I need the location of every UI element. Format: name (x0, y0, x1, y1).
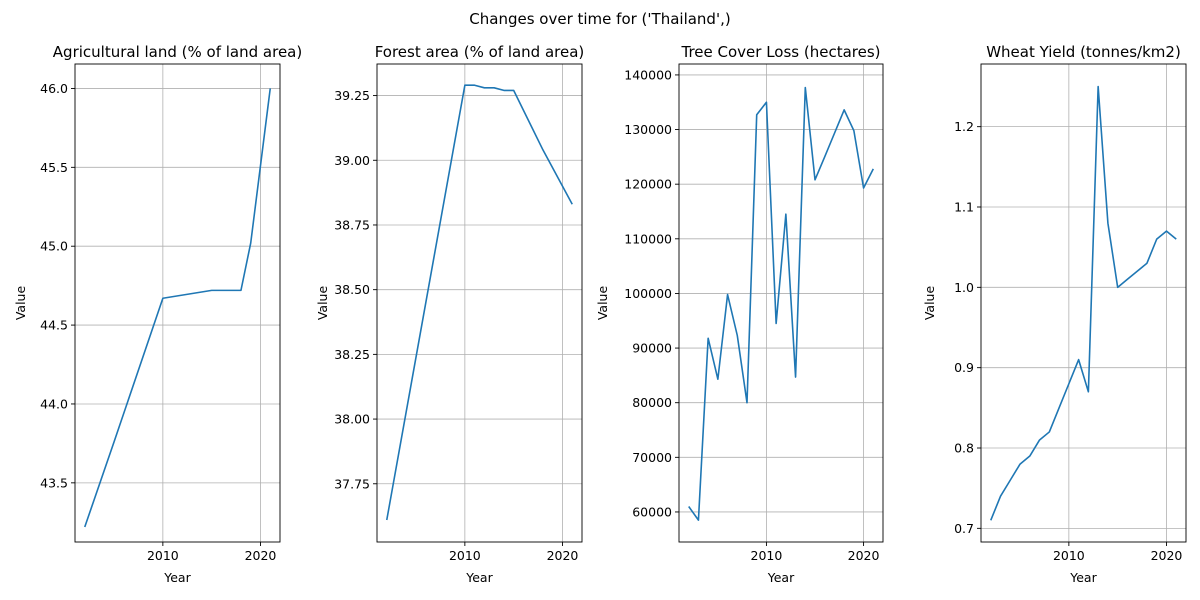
y-tick-label: 90000 (632, 341, 672, 356)
axes-frame (980, 63, 1187, 543)
y-tick-label: 1.1 (954, 199, 974, 214)
y-axis-label: Value (922, 286, 937, 321)
x-tick-label: 2020 (547, 548, 579, 563)
x-tick-label: 2010 (1053, 548, 1085, 563)
subplot-title: Forest area (% of land area) (375, 43, 585, 61)
x-tick-label: 2020 (245, 548, 277, 563)
x-axis-label: Year (1069, 570, 1097, 585)
series-line (990, 85, 1177, 521)
y-tick-label: 140000 (624, 67, 672, 82)
y-tick-label: 70000 (632, 450, 672, 465)
series-line (84, 88, 272, 528)
x-tick-label: 2010 (147, 548, 179, 563)
y-tick-label: 0.7 (954, 521, 974, 536)
y-tick-label: 45.0 (40, 239, 68, 254)
y-tick-label: 120000 (624, 177, 672, 192)
y-tick-label: 38.25 (334, 347, 370, 362)
x-tick-label: 2010 (751, 548, 783, 563)
y-tick-label: 110000 (624, 231, 672, 246)
subplot-title: Agricultural land (% of land area) (53, 43, 302, 61)
series-line (688, 86, 875, 521)
subplots: 2010 2020 43.5 44.0 44.5 45.0 45.5 46.0 Agricult… (13, 43, 1187, 585)
x-axis-label: Year (465, 570, 493, 585)
y-tick-label: 0.9 (954, 360, 974, 375)
y-tick-label: 100000 (624, 286, 672, 301)
y-tick-label: 43.5 (40, 475, 68, 490)
subplot-title: Wheat Yield (tonnes/km2) (986, 43, 1181, 61)
y-tick-label: 37.75 (334, 476, 370, 491)
series-line (385, 84, 573, 521)
y-tick-label: 80000 (632, 395, 672, 410)
y-axis-label: Value (13, 286, 28, 321)
subplot-4: 2010 2020 0.7 0.8 0.9 1.0 1.1 1.2 Wheat Yield (t… (922, 43, 1187, 585)
x-tick-label: 2010 (449, 548, 481, 563)
subplot-1: 2010 2020 43.5 44.0 44.5 45.0 45.5 46.0 Agricult… (13, 43, 302, 585)
y-tick-label: 44.0 (40, 396, 68, 411)
y-tick-label: 60000 (632, 504, 672, 519)
subplot-2: 2010 2020 37.75 38.00 38.25 38.50 38.75 39.00 39… (315, 43, 584, 585)
figure-suptitle: Changes over time for ('Thailand',) (469, 10, 730, 28)
axes-frame (678, 63, 884, 543)
y-axis-label: Value (315, 286, 330, 321)
y-tick-label: 1.0 (954, 280, 974, 295)
y-tick-label: 1.2 (954, 119, 974, 134)
y-axis-label: Value (595, 286, 610, 321)
y-tick-label: 39.25 (334, 88, 370, 103)
y-tick-label: 38.00 (334, 412, 370, 427)
y-tick-label: 38.50 (334, 282, 370, 297)
axes-frame (74, 63, 281, 543)
y-tick-label: 44.5 (40, 318, 68, 333)
x-tick-label: 2020 (848, 548, 880, 563)
y-tick-label: 46.0 (40, 81, 68, 96)
subplot-3: 2010 2020 60000 70000 80000 90000 100000 110000… (595, 43, 884, 585)
y-tick-label: 39.00 (334, 153, 370, 168)
subplot-title: Tree Cover Loss (hectares) (680, 43, 880, 61)
x-tick-label: 2020 (1151, 548, 1183, 563)
y-tick-label: 45.5 (40, 160, 68, 175)
x-axis-label: Year (163, 570, 191, 585)
y-tick-label: 130000 (624, 122, 672, 137)
axes-frame (376, 63, 583, 543)
y-tick-label: 38.75 (334, 217, 370, 232)
y-tick-label: 0.8 (954, 441, 974, 456)
x-axis-label: Year (767, 570, 795, 585)
